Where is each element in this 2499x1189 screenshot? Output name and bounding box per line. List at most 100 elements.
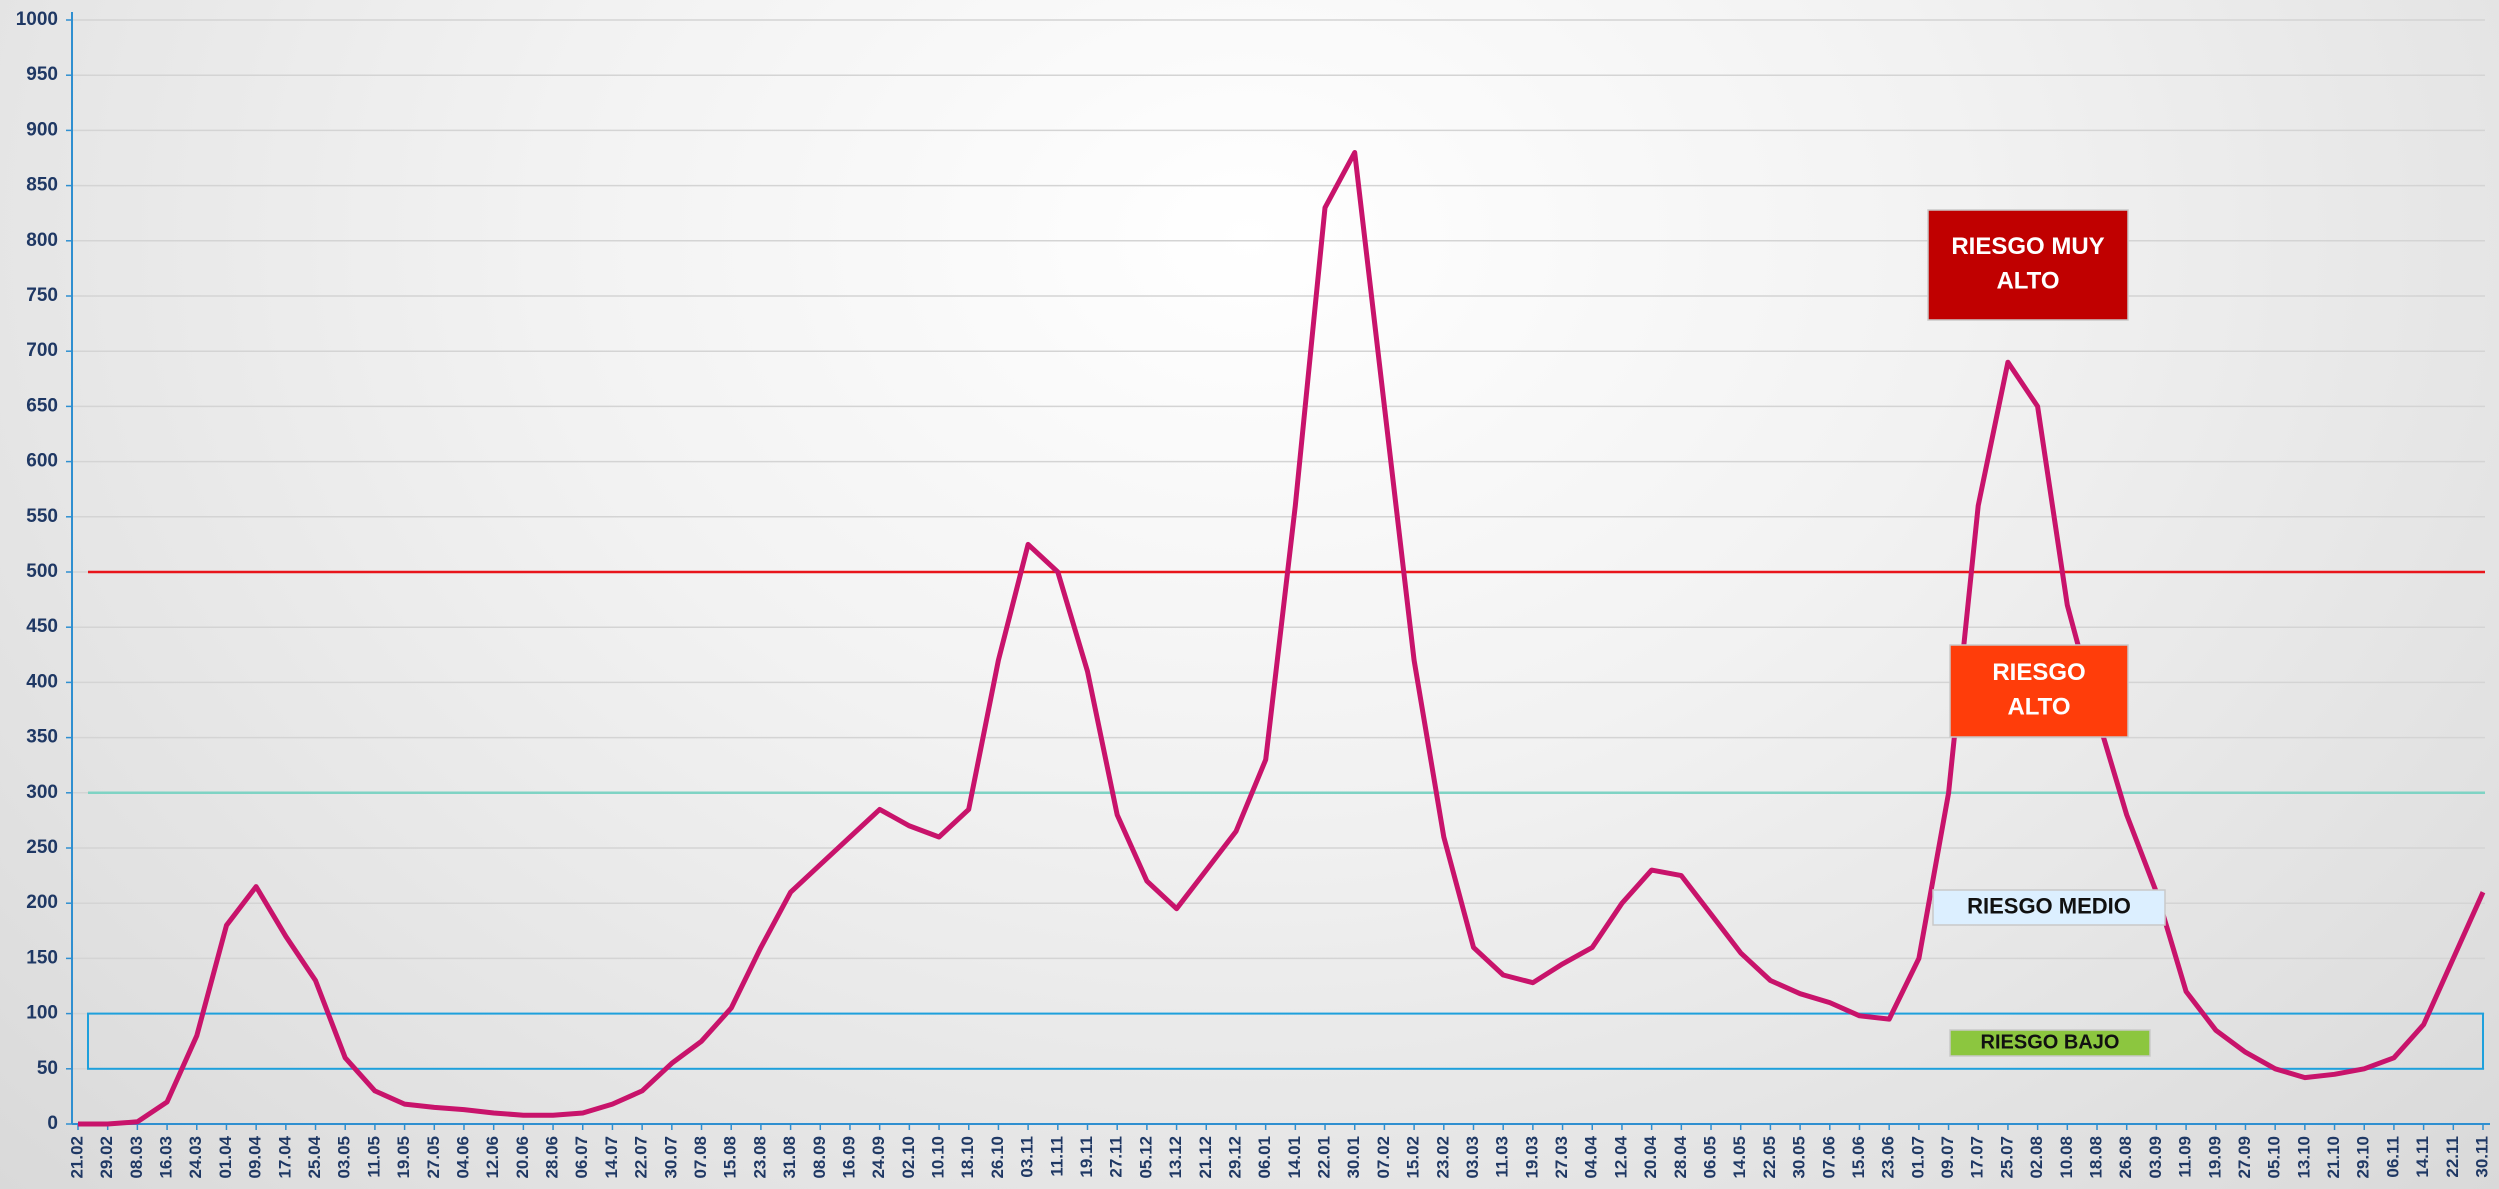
x-tick-label: 19.11	[1077, 1136, 1096, 1178]
x-tick-label: 22.11	[2443, 1136, 2462, 1178]
x-tick-label: 30.05	[1790, 1136, 1809, 1179]
x-tick-label: 02.10	[899, 1136, 918, 1179]
risk-box	[1949, 1029, 2151, 1057]
y-tick-label: 1000	[16, 9, 58, 30]
x-tick-label: 22.01	[1315, 1136, 1334, 1179]
y-tick-label: 0	[47, 1113, 58, 1134]
x-tick-label: 26.10	[988, 1136, 1007, 1179]
x-tick-label: 08.03	[127, 1136, 146, 1179]
y-tick-label: 400	[26, 671, 58, 692]
y-tick-label: 250	[26, 837, 58, 858]
y-tick-label: 700	[26, 340, 58, 361]
x-tick-label: 10.08	[2057, 1136, 2076, 1179]
x-tick-label: 06.05	[1701, 1136, 1720, 1179]
x-tick-label: 14.01	[1285, 1136, 1304, 1179]
x-tick-label: 14.11	[2413, 1136, 2432, 1178]
risk-label: RIESGO BAJO	[1981, 1031, 2120, 1053]
x-tick-label: 16.03	[157, 1136, 176, 1179]
x-tick-label: 31.08	[780, 1136, 799, 1179]
x-tick-label: 23.08	[750, 1136, 769, 1179]
x-tick-label: 27.03	[1552, 1136, 1571, 1179]
x-tick-label: 20.06	[513, 1136, 532, 1179]
x-tick-label: 27.09	[2235, 1136, 2254, 1179]
x-tick-label: 30.01	[1344, 1136, 1363, 1179]
x-tick-label: 01.07	[1908, 1136, 1927, 1179]
x-tick-label: 18.10	[958, 1136, 977, 1179]
risk-box	[1949, 644, 2129, 738]
x-tick-label: 16.09	[839, 1136, 858, 1179]
x-tick-label: 24.03	[186, 1136, 205, 1179]
x-tick-label: 11.03	[1493, 1136, 1512, 1178]
risk-label: RIESGO MEDIO	[1967, 893, 2131, 918]
y-tick-label: 100	[26, 1003, 58, 1024]
x-tick-label: 29.12	[1225, 1136, 1244, 1179]
risk-label: ALTO	[1996, 268, 2059, 295]
y-tick-label: 850	[26, 175, 58, 196]
x-tick-label: 19.09	[2205, 1136, 2224, 1179]
x-tick-label: 27.05	[424, 1136, 443, 1179]
x-tick-label: 30.11	[2472, 1136, 2491, 1178]
x-tick-label: 06.01	[1255, 1136, 1274, 1179]
x-tick-label: 28.06	[543, 1136, 562, 1179]
y-tick-label: 950	[26, 64, 58, 85]
x-tick-label: 14.07	[602, 1136, 621, 1179]
y-tick-label: 900	[26, 119, 58, 140]
y-tick-label: 300	[26, 782, 58, 803]
x-tick-label: 27.11	[1107, 1136, 1126, 1178]
y-tick-label: 600	[26, 451, 58, 472]
y-tick-label: 500	[26, 561, 58, 582]
x-tick-label: 12.06	[483, 1136, 502, 1179]
x-tick-label: 26.08	[2116, 1136, 2135, 1179]
risk-label: RIESGO MUY	[1951, 233, 2104, 260]
y-tick-label: 350	[26, 727, 58, 748]
x-tick-label: 15.08	[721, 1136, 740, 1179]
x-tick-label: 05.10	[2265, 1136, 2284, 1179]
x-tick-label: 15.02	[1404, 1136, 1423, 1179]
x-tick-label: 10.10	[929, 1136, 948, 1179]
risk-label: RIESGO	[1992, 659, 2085, 686]
x-tick-label: 11.09	[2176, 1136, 2195, 1178]
x-tick-label: 04.04	[1582, 1135, 1601, 1178]
x-tick-label: 30.07	[661, 1136, 680, 1179]
x-tick-label: 22.05	[1760, 1136, 1779, 1179]
x-tick-label: 13.12	[1166, 1136, 1185, 1179]
y-tick-label: 150	[26, 947, 58, 968]
x-tick-label: 05.12	[1136, 1136, 1155, 1179]
y-tick-label: 750	[26, 285, 58, 306]
x-tick-label: 21.02	[67, 1136, 86, 1179]
y-tick-label: 550	[26, 506, 58, 527]
x-tick-label: 03.05	[335, 1136, 354, 1179]
x-tick-label: 23.06	[1879, 1136, 1898, 1179]
x-tick-label: 11.05	[364, 1136, 383, 1178]
x-tick-label: 20.04	[1641, 1135, 1660, 1178]
x-tick-label: 24.09	[869, 1136, 888, 1179]
x-tick-label: 03.11	[1018, 1136, 1037, 1178]
x-tick-label: 22.07	[632, 1136, 651, 1179]
x-tick-label: 09.04	[246, 1135, 265, 1178]
x-tick-label: 07.08	[691, 1136, 710, 1179]
risk-box	[1927, 209, 2129, 321]
x-tick-label: 06.07	[572, 1136, 591, 1179]
x-tick-label: 21.12	[1196, 1136, 1215, 1179]
x-tick-label: 29.10	[2354, 1136, 2373, 1179]
x-tick-label: 13.10	[2294, 1136, 2313, 1179]
x-tick-label: 04.06	[453, 1136, 472, 1179]
x-tick-label: 15.06	[1849, 1136, 1868, 1179]
y-tick-label: 650	[26, 395, 58, 416]
x-tick-label: 03.09	[2146, 1136, 2165, 1179]
x-tick-label: 19.05	[394, 1136, 413, 1179]
x-tick-label: 12.04	[1611, 1135, 1630, 1178]
risk-band	[87, 1012, 2484, 1070]
x-tick-label: 18.08	[2086, 1136, 2105, 1179]
x-tick-label: 21.10	[2324, 1136, 2343, 1179]
y-tick-label: 800	[26, 230, 58, 251]
x-tick-label: 07.06	[1819, 1136, 1838, 1179]
x-tick-label: 25.04	[305, 1135, 324, 1178]
x-tick-label: 11.11	[1047, 1136, 1066, 1177]
y-tick-label: 50	[37, 1058, 58, 1079]
x-tick-label: 06.11	[2383, 1136, 2402, 1178]
x-tick-label: 28.04	[1671, 1135, 1690, 1178]
x-tick-label: 23.02	[1433, 1136, 1452, 1179]
x-tick-label: 08.09	[810, 1136, 829, 1179]
